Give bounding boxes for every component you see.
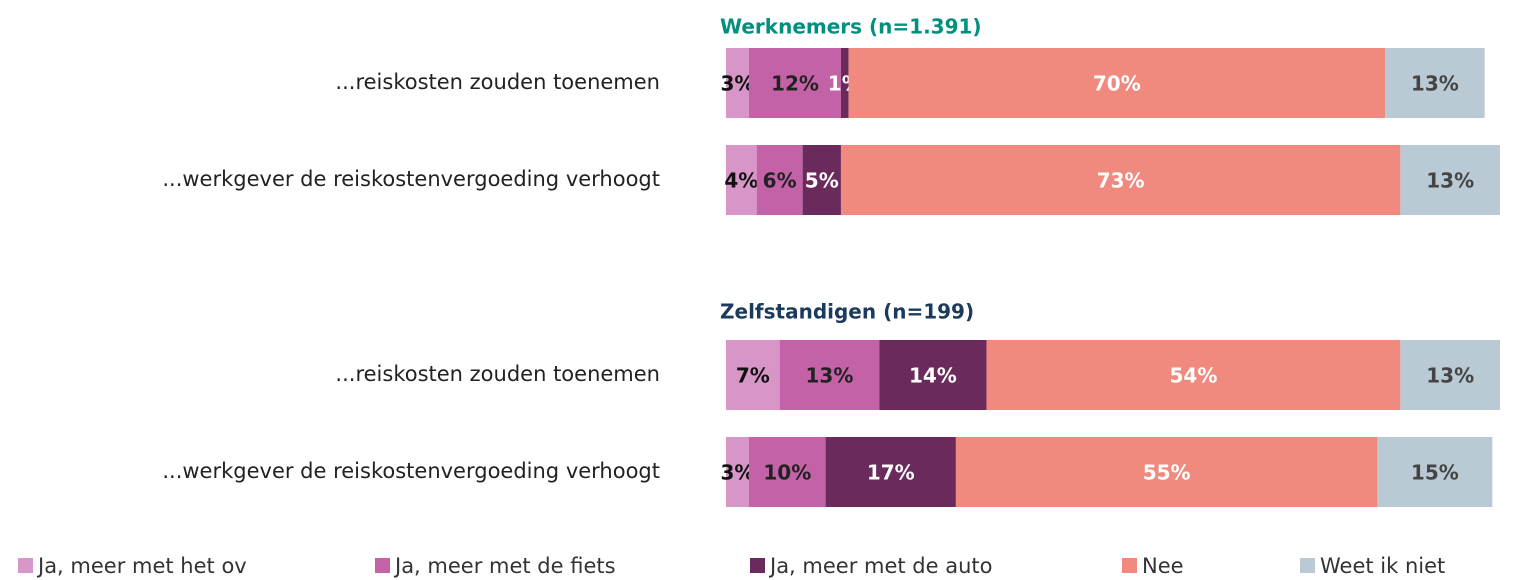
bar-segment [748, 437, 826, 507]
legend-label: Ja, meer met de auto [768, 554, 993, 578]
data-label: 13% [806, 364, 854, 388]
panel-title: Werknemers (n=1.391) [720, 15, 982, 39]
bar-segment [726, 340, 780, 410]
legend-label: Nee [1142, 554, 1184, 578]
data-label: 10% [763, 461, 811, 485]
bar-segment [1400, 340, 1500, 410]
data-label: 70% [1093, 72, 1141, 96]
category-label: ...werkgever de reiskostenvergoeding ver… [162, 459, 660, 483]
data-label: 15% [1411, 461, 1459, 485]
bar-segment [1400, 145, 1500, 215]
data-label: 6% [763, 169, 797, 193]
bar-segment [1377, 437, 1493, 507]
data-label: 13% [1411, 72, 1459, 96]
category-label: ...reiskosten zouden toenemen [335, 70, 660, 94]
bar-segment [879, 340, 987, 410]
data-label: 3% [721, 72, 755, 96]
legend-swatch [375, 558, 390, 573]
bar-segment [756, 145, 803, 215]
category-label: ...reiskosten zouden toenemen [335, 362, 660, 386]
legend-swatch [750, 558, 765, 573]
data-label: 14% [909, 364, 957, 388]
bar-segment [802, 145, 841, 215]
data-label: 3% [721, 461, 755, 485]
data-label: 73% [1097, 169, 1145, 193]
bar-segment [1385, 48, 1485, 118]
bar-segment [825, 437, 956, 507]
bar-segment [848, 48, 1386, 118]
bar-segment [840, 145, 1401, 215]
data-label: 12% [771, 72, 819, 96]
data-label: 17% [867, 461, 915, 485]
bar-segment [986, 340, 1401, 410]
legend-label: Ja, meer met het ov [36, 554, 247, 578]
data-label: 7% [736, 364, 770, 388]
bar-segment [840, 48, 849, 118]
legend-swatch [1122, 558, 1137, 573]
panel-title: Zelfstandigen (n=199) [720, 300, 974, 324]
data-label: 5% [805, 169, 839, 193]
bar-segment [779, 340, 880, 410]
category-label: ...werkgever de reiskostenvergoeding ver… [162, 167, 660, 191]
legend-label: Ja, meer met de fiets [393, 554, 616, 578]
legend-swatch [18, 558, 33, 573]
bar-segment [955, 437, 1378, 507]
legend-label: Weet ik niet [1320, 554, 1445, 578]
data-label: 55% [1143, 461, 1191, 485]
bar-segment [726, 145, 757, 215]
legend-swatch [1300, 558, 1315, 573]
bar-segment [726, 48, 749, 118]
data-label: 54% [1170, 364, 1218, 388]
data-label: 4% [724, 169, 758, 193]
bar-segment [726, 437, 749, 507]
data-label: 13% [1426, 169, 1474, 193]
data-label: 13% [1426, 364, 1474, 388]
bar-segment [748, 48, 841, 118]
